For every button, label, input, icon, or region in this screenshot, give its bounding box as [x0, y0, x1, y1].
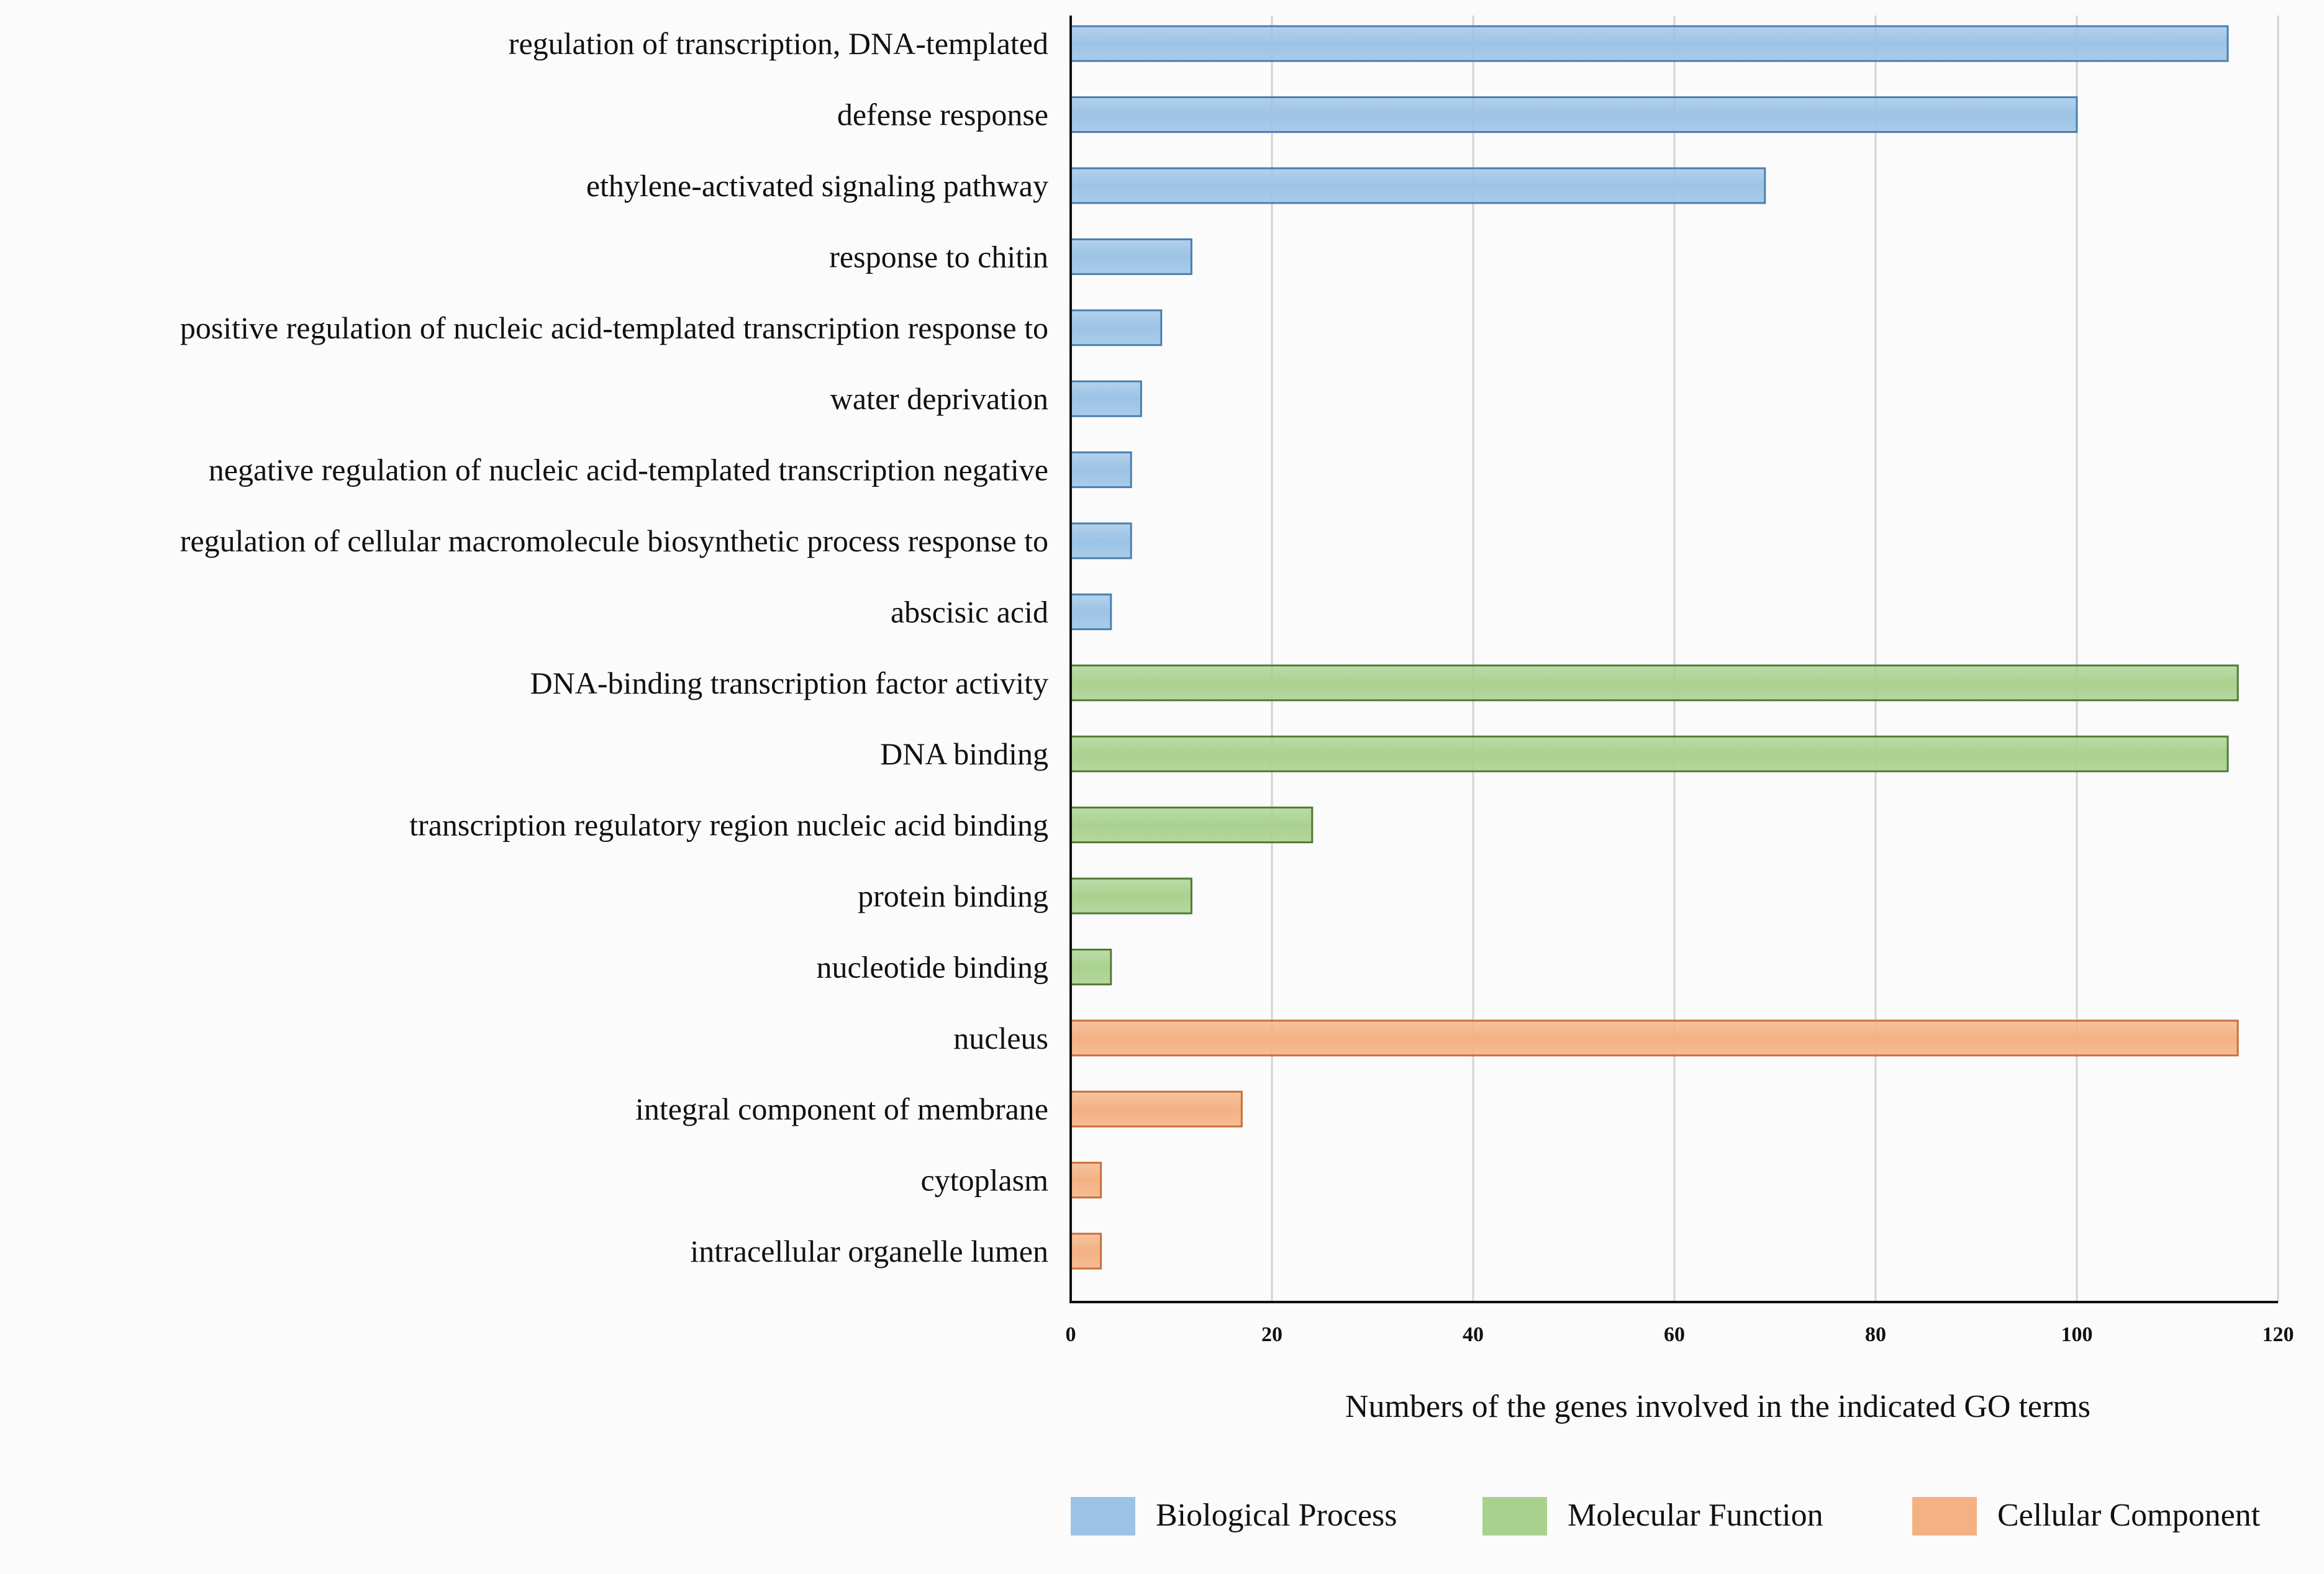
legend-swatch-1	[1482, 1497, 1547, 1536]
bar-16	[1069, 1162, 1102, 1199]
bar-7	[1069, 522, 1132, 559]
category-label-1: defense response	[837, 97, 1048, 132]
gridlines	[1271, 16, 2279, 1302]
bar-6	[1069, 451, 1132, 489]
category-label-7: regulation of cellular macromolecule bio…	[180, 523, 1048, 558]
legend-label-2: Cellular Component	[1997, 1498, 2261, 1533]
category-label-3: response to chitin	[829, 239, 1048, 274]
axes	[1069, 16, 2278, 1303]
category-label-12: protein binding	[858, 879, 1048, 913]
bar-11	[1069, 807, 1314, 844]
bar-group	[1069, 25, 2239, 1270]
category-labels: regulation of transcription, DNA-templat…	[180, 26, 1048, 1269]
x-tick-0: 0	[1066, 1323, 1076, 1346]
legend-label-0: Biological Process	[1156, 1498, 1397, 1533]
bar-8	[1069, 593, 1112, 630]
category-label-0: regulation of transcription, DNA-templat…	[509, 26, 1048, 61]
legend-label-1: Molecular Function	[1568, 1498, 1823, 1533]
category-label-10: DNA binding	[880, 736, 1048, 771]
x-tick-labels: 0 20 40 60 80 100 120	[1066, 1323, 2294, 1346]
bar-14	[1069, 1020, 2239, 1057]
category-label-2: ethylene-activated signaling pathway	[586, 168, 1048, 203]
category-label-9: DNA-binding transcription factor activit…	[530, 666, 1049, 700]
bar-2	[1069, 167, 1766, 204]
category-label-6: negative regulation of nucleic acid-temp…	[209, 453, 1048, 487]
bar-17	[1069, 1233, 1102, 1270]
legend-swatch-0	[1071, 1497, 1135, 1536]
bar-4	[1069, 309, 1163, 346]
category-label-4: positive regulation of nucleic acid-temp…	[180, 310, 1048, 345]
bar-13	[1069, 948, 1112, 985]
x-tick-100: 100	[2061, 1323, 2093, 1346]
x-tick-60: 60	[1664, 1323, 1685, 1346]
bar-1	[1069, 96, 2078, 133]
category-label-5: water deprivation	[830, 381, 1048, 416]
legend-swatch-2	[1912, 1497, 1977, 1536]
x-tick-120: 120	[2263, 1323, 2294, 1346]
bar-12	[1069, 877, 1192, 915]
bar-10	[1069, 735, 2229, 772]
category-label-14: nucleus	[953, 1021, 1048, 1056]
x-axis-title: Numbers of the genes involved in the ind…	[1345, 1389, 2090, 1424]
bar-9	[1069, 664, 2239, 702]
bar-0	[1069, 25, 2229, 62]
x-tick-20: 20	[1261, 1323, 1282, 1346]
category-label-8: abscisic acid	[891, 594, 1048, 629]
bar-3	[1069, 238, 1192, 275]
category-label-17: intracellular organelle lumen	[690, 1234, 1048, 1269]
category-label-15: integral component of membrane	[635, 1092, 1048, 1126]
category-label-13: nucleotide binding	[816, 949, 1048, 984]
bar-5	[1069, 380, 1142, 417]
category-label-16: cytoplasm	[920, 1163, 1048, 1198]
legend: Biological Process Molecular Function Cell…	[1071, 1497, 2261, 1536]
category-label-11: transcription regulatory region nucleic …	[409, 808, 1048, 843]
x-tick-40: 40	[1463, 1323, 1484, 1346]
bar-15	[1069, 1090, 1243, 1128]
x-tick-80: 80	[1865, 1323, 1886, 1346]
